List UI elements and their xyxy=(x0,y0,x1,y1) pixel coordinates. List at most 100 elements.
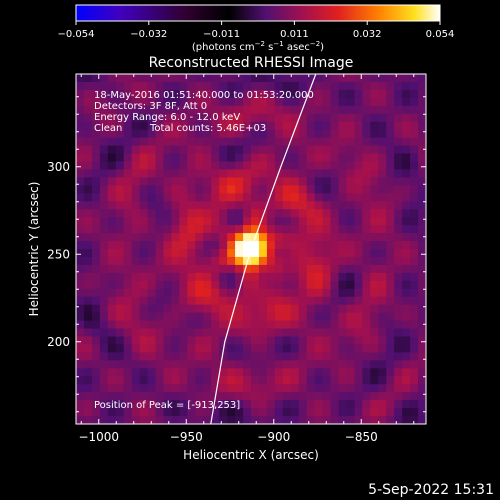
heatmap-cell xyxy=(171,384,180,393)
heatmap-cell xyxy=(179,336,188,345)
heatmap-cell xyxy=(163,81,172,91)
heatmap-cell xyxy=(243,352,252,361)
heatmap-cell xyxy=(394,153,403,162)
heatmap-cell xyxy=(219,217,228,226)
heatmap-cell xyxy=(147,280,156,290)
heatmap-cell xyxy=(195,113,204,123)
heatmap-cell xyxy=(155,209,164,218)
heatmap-cell xyxy=(219,400,228,409)
heatmap-cell xyxy=(370,177,379,186)
heatmap-cell xyxy=(251,328,260,337)
heatmap-cell xyxy=(211,368,220,377)
heatmap-cell xyxy=(211,249,220,258)
heatmap-cell xyxy=(346,177,355,186)
x-axis-label: Heliocentric X (arcsec) xyxy=(183,448,319,462)
heatmap-cell xyxy=(163,344,172,353)
heatmap-cell xyxy=(378,376,387,385)
heatmap-cell xyxy=(274,312,284,321)
heatmap-cell xyxy=(338,89,347,99)
heatmap-cell xyxy=(147,368,156,377)
heatmap-cell xyxy=(99,121,109,131)
heatmap-cell xyxy=(290,185,300,194)
heatmap-cell xyxy=(107,153,117,162)
heatmap-cell xyxy=(346,185,355,194)
heatmap-cell xyxy=(266,145,276,154)
heatmap-cell xyxy=(243,304,252,314)
heatmap-cell xyxy=(410,249,419,258)
heatmap-cell xyxy=(131,137,141,146)
heatmap-cell xyxy=(251,217,260,226)
heatmap-cell xyxy=(163,296,172,306)
heatmap-cell xyxy=(290,408,300,417)
heatmap-cell xyxy=(251,185,260,194)
heatmap-cell xyxy=(274,217,284,226)
heatmap-cell xyxy=(330,161,339,170)
annotation-block: 18-May-2016 01:51:40.000 to 01:53:20.000… xyxy=(94,90,314,411)
heatmap-cell xyxy=(274,201,284,210)
heatmap-cell xyxy=(131,264,141,274)
heatmap-cell xyxy=(370,209,379,218)
heatmap-cell xyxy=(76,145,85,154)
heatmap-cell xyxy=(251,384,260,393)
heatmap-cell xyxy=(386,376,395,385)
heatmap-cell xyxy=(147,241,156,250)
heatmap-cell xyxy=(187,105,196,115)
heatmap-cell xyxy=(83,201,93,210)
heatmap-cell xyxy=(99,328,109,337)
heatmap-cell xyxy=(203,249,212,258)
heatmap-cell xyxy=(171,280,180,290)
heatmap-cell xyxy=(115,312,125,321)
heatmap-cell xyxy=(91,336,101,345)
heatmap-cell xyxy=(314,336,323,345)
heatmap-cell xyxy=(227,280,236,290)
heatmap-cell xyxy=(282,185,292,194)
heatmap-cell xyxy=(354,328,363,337)
heatmap-cell xyxy=(163,209,172,218)
heatmap-cell xyxy=(115,177,125,186)
heatmap-cell xyxy=(346,241,355,250)
heatmap-cell xyxy=(195,376,204,385)
heatmap-cell xyxy=(282,304,292,314)
heatmap-cell xyxy=(290,392,300,401)
heatmap-cell xyxy=(227,121,236,131)
heatmap-cell xyxy=(330,74,339,83)
heatmap-cell xyxy=(378,288,387,298)
heatmap-cell xyxy=(219,145,228,154)
heatmap-cell xyxy=(386,193,395,202)
heatmap-cell xyxy=(187,217,196,226)
heatmap-cell xyxy=(211,129,220,139)
heatmap-cell xyxy=(306,304,316,314)
heatmap-cell xyxy=(251,320,260,329)
heatmap-cell xyxy=(243,408,252,417)
heatmap-cell xyxy=(338,209,347,218)
heatmap-cell xyxy=(115,392,125,401)
heatmap-cell xyxy=(243,264,252,274)
unit-exp-2: −1 xyxy=(273,40,283,48)
heatmap-cell xyxy=(258,169,268,178)
heatmap-cell xyxy=(227,408,236,417)
heatmap-cell xyxy=(346,97,355,107)
heatmap-cell xyxy=(274,137,284,146)
heatmap-cell xyxy=(338,360,347,369)
heatmap-cell xyxy=(282,241,292,250)
heatmap-cell xyxy=(235,400,244,409)
heatmap-cell xyxy=(227,169,236,178)
heatmap-cell xyxy=(131,280,141,290)
heatmap-cell xyxy=(298,241,308,250)
heatmap-cell xyxy=(235,201,244,210)
heatmap-cell xyxy=(306,177,316,186)
heatmap-cell xyxy=(338,392,347,401)
heatmap-cell xyxy=(338,177,347,186)
heatmap-cell xyxy=(83,225,93,234)
heatmap-cell xyxy=(386,161,395,170)
heatmap-cell xyxy=(314,400,323,409)
heatmap-cell xyxy=(306,280,316,290)
heatmap-cell xyxy=(410,105,419,115)
heatmap-cell xyxy=(251,225,260,234)
heatmap-cell xyxy=(203,416,212,424)
heatmap-cell xyxy=(402,408,411,417)
heatmap-cell xyxy=(203,336,212,345)
heatmap-cell xyxy=(266,256,276,266)
heatmap-cell xyxy=(219,161,228,170)
heatmap-cell xyxy=(187,408,196,417)
